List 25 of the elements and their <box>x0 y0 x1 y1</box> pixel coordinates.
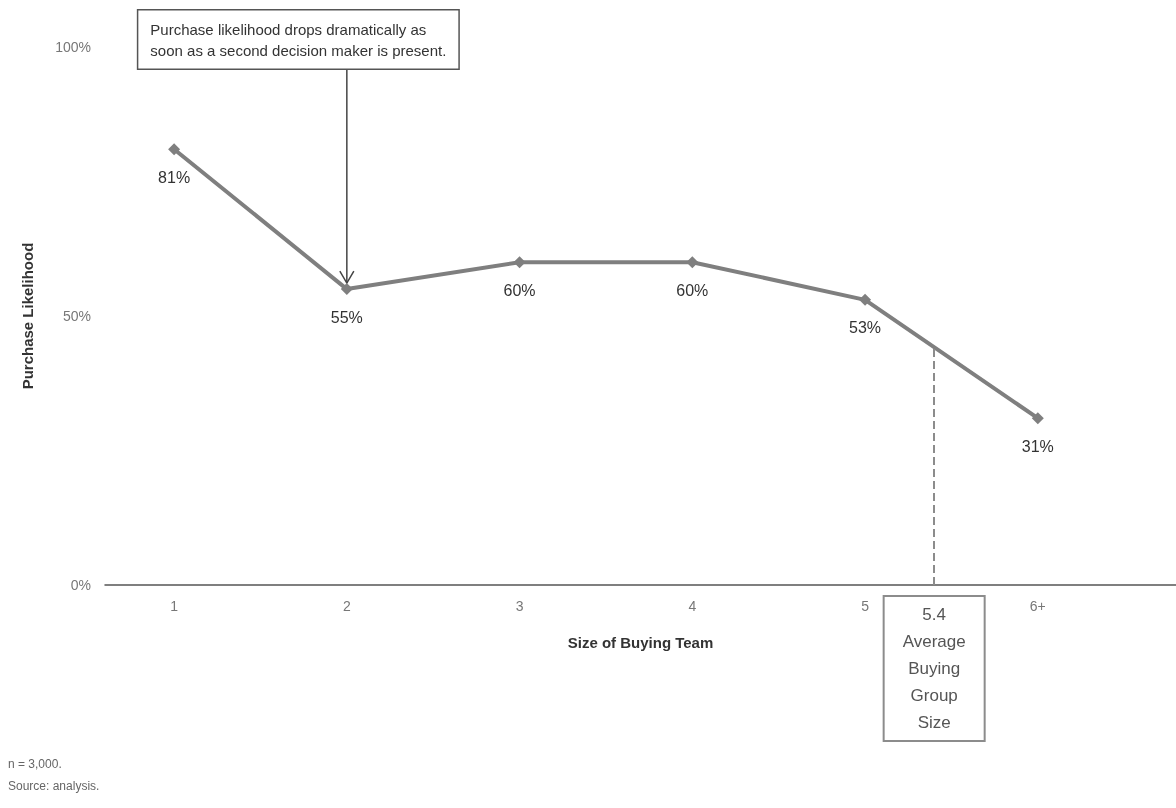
x-tick-label: 4 <box>688 598 697 614</box>
data-label: 31% <box>1021 437 1054 455</box>
x-tick-label: 2 <box>342 598 351 614</box>
y-tick-label: 50% <box>62 308 91 324</box>
annotation: Purchase likelihood drops dramatically as soon as a second decision maker is present. <box>150 20 447 59</box>
point <box>168 143 181 156</box>
point <box>1031 412 1044 425</box>
y-tick-label: 100% <box>55 39 91 55</box>
point <box>859 293 872 306</box>
x-axis-title: Size of Buying Team <box>567 634 714 651</box>
source-note: Source: analysis. <box>8 779 100 793</box>
data-label: 55% <box>330 308 363 326</box>
y-axis-title: Purchase Likelihood <box>19 242 36 390</box>
x-tick-label: 1 <box>170 598 179 614</box>
text: n = 3,000. <box>8 757 62 771</box>
point <box>340 283 353 296</box>
x-tick-label: 5 <box>861 598 870 614</box>
y-tick-label: 0% <box>70 577 91 593</box>
data-label: 60% <box>676 281 709 299</box>
data-label: 81% <box>158 168 191 186</box>
data-label: 53% <box>849 319 882 337</box>
ref-line-label: 5.4 Average Buying Group Size <box>902 605 966 732</box>
data-label: 60% <box>503 281 536 299</box>
x-tick-label: 6+ <box>1029 598 1046 614</box>
x-tick-label: 3 <box>515 598 524 614</box>
